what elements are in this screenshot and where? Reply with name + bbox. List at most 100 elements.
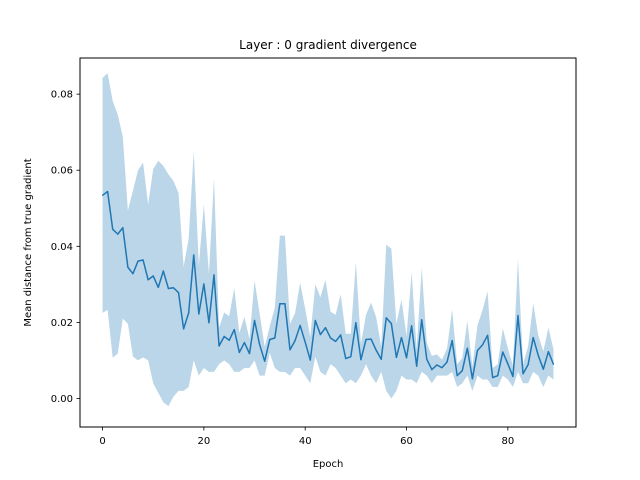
data-point <box>340 334 342 336</box>
data-point <box>274 337 276 339</box>
data-point <box>329 337 332 339</box>
data-point <box>269 338 271 341</box>
data-point <box>476 349 479 352</box>
x-axis-label: Epoch <box>313 459 344 470</box>
plot-frame <box>79 57 577 428</box>
data-point <box>497 375 499 377</box>
data-point <box>441 367 443 369</box>
chart-title: Layer : 0 gradient divergence <box>239 38 417 52</box>
y-axis: 0.00 0.02 0.04 0.06 0.08 <box>51 90 80 405</box>
data-point <box>213 274 215 276</box>
data-point <box>162 270 164 272</box>
data-point <box>101 194 104 196</box>
data-point <box>299 324 301 327</box>
data-point <box>390 322 392 325</box>
data-point <box>188 312 190 314</box>
data-point <box>451 340 453 342</box>
data-point <box>517 314 519 317</box>
data-point <box>360 359 362 361</box>
data-point <box>552 363 555 365</box>
data-point <box>350 356 352 358</box>
y-tick-label: 0.02 <box>51 318 73 329</box>
data-point <box>507 363 509 365</box>
x-axis: 0 20 40 60 80 <box>99 427 514 447</box>
data-point <box>198 313 200 315</box>
data-point <box>421 319 423 321</box>
data-point <box>380 358 382 360</box>
series-line <box>102 190 555 380</box>
data-point <box>112 228 114 230</box>
confidence-band-layer <box>102 73 554 407</box>
data-point <box>355 322 357 324</box>
data-point <box>183 328 185 330</box>
y-axis-label: Mean distance from true gradient <box>23 158 34 326</box>
data-point <box>405 357 408 359</box>
y-tick-label: 0.06 <box>51 166 73 177</box>
y-tick-label: 0.04 <box>51 242 73 253</box>
data-point <box>157 286 159 288</box>
data-point <box>416 365 418 367</box>
data-point <box>512 375 514 378</box>
data-point <box>259 343 261 346</box>
data-point <box>431 368 433 371</box>
data-point <box>142 259 144 261</box>
data-point <box>436 364 438 366</box>
confidence-band <box>102 73 554 407</box>
data-point <box>218 345 220 347</box>
data-point <box>284 303 286 305</box>
data-point <box>167 287 170 290</box>
data-point <box>492 376 494 379</box>
data-point <box>426 358 428 360</box>
data-point <box>532 337 534 339</box>
data-point <box>324 327 327 329</box>
y-tick-label: 0.08 <box>51 90 73 101</box>
data-point <box>502 351 504 353</box>
data-point <box>335 340 337 343</box>
y-tick-label: 0.00 <box>51 394 73 405</box>
data-point <box>147 279 149 281</box>
data-point <box>471 378 473 380</box>
data-point <box>395 356 397 358</box>
data-point <box>122 227 124 229</box>
data-point <box>132 273 134 275</box>
data-point <box>223 335 225 338</box>
data-point <box>294 340 296 342</box>
data-point <box>345 357 347 360</box>
data-point <box>461 370 463 372</box>
data-point <box>203 283 205 285</box>
data-point <box>243 341 245 344</box>
data-point <box>264 360 266 362</box>
data-point <box>542 368 544 370</box>
data-point <box>466 347 468 349</box>
data-point <box>537 354 539 357</box>
data-point <box>253 319 256 322</box>
data-point <box>375 349 377 351</box>
data-point <box>456 375 458 377</box>
data-point <box>172 287 175 289</box>
data-point <box>385 317 387 319</box>
data-point <box>193 254 195 256</box>
data-point <box>314 319 316 322</box>
data-point <box>527 364 529 366</box>
data-point <box>309 359 311 361</box>
x-tick-label: 60 <box>400 436 413 447</box>
data-point <box>228 339 230 341</box>
data-point <box>177 292 180 294</box>
data-point <box>365 338 367 341</box>
x-tick-label: 40 <box>299 436 312 447</box>
data-point <box>137 260 139 262</box>
x-tick-label: 80 <box>501 436 514 447</box>
x-tick-label: 0 <box>99 436 105 447</box>
x-tick-label: 20 <box>198 436 211 447</box>
data-point <box>107 190 109 193</box>
data-point <box>319 333 321 336</box>
data-point <box>522 373 524 375</box>
data-point <box>304 341 306 343</box>
data-point <box>481 344 484 346</box>
data-point <box>411 325 413 327</box>
data-point <box>117 233 119 235</box>
data-point <box>400 337 403 339</box>
data-point <box>233 329 235 331</box>
